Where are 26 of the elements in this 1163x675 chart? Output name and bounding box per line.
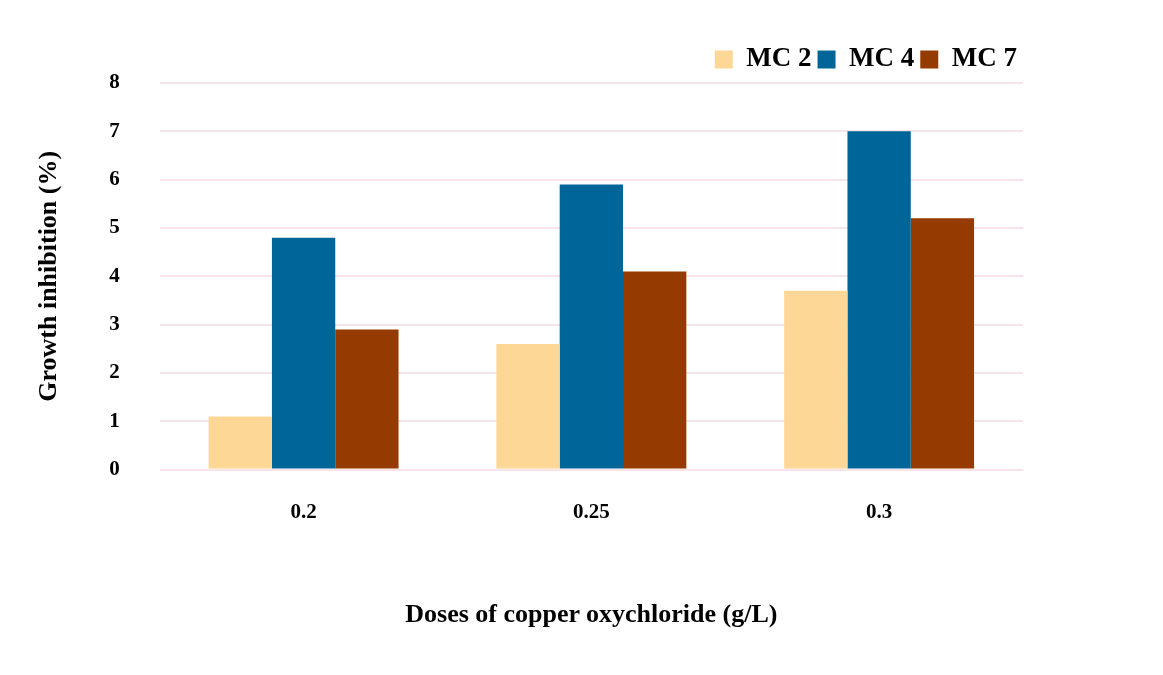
bar [271, 237, 336, 469]
x-axis-title: Doses of copper oxychloride (g/L) [405, 599, 778, 629]
y-tick-label: 8 [109, 69, 120, 94]
y-tick-label: 1 [109, 407, 120, 432]
bar [623, 271, 687, 469]
bar [496, 343, 560, 469]
legend-label: MC 2 [746, 42, 812, 73]
legend-label: MC 4 [849, 42, 915, 73]
y-tick-label: 5 [109, 214, 120, 239]
y-tick-label: 7 [109, 117, 120, 142]
bar [784, 290, 848, 469]
y-axis-title: Growth inhibition (%) [33, 150, 63, 402]
x-tick-label: 0.2 [290, 498, 317, 523]
y-tick-label: 2 [109, 359, 120, 384]
bar [910, 218, 975, 469]
x-tick-label: 0.3 [865, 498, 893, 523]
bar [847, 131, 911, 469]
x-tick-label: 0.25 [572, 498, 610, 523]
bar [559, 184, 623, 469]
bar [208, 416, 272, 469]
y-tick-label: 0 [109, 456, 120, 481]
y-tick-label: 4 [109, 262, 121, 287]
bar [335, 329, 399, 469]
y-tick-label: 3 [109, 311, 120, 336]
legend-label: MC 7 [951, 42, 1017, 73]
y-tick-label: 6 [109, 166, 120, 191]
